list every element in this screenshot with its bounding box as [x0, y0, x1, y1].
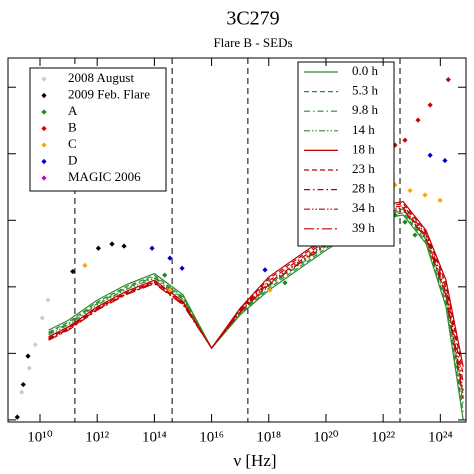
data-point	[149, 245, 155, 251]
data-point	[179, 265, 185, 271]
x-tick-label: 10¹⁸	[256, 429, 281, 445]
data-point	[121, 243, 127, 249]
data-point	[20, 381, 26, 388]
x-tick-label: 10²⁴	[428, 429, 453, 445]
model-line	[48, 206, 464, 391]
x-tick-label: 10¹⁶	[199, 429, 224, 445]
model-line	[48, 208, 464, 399]
x-tick-label: 10²⁰	[313, 429, 339, 445]
chart-title: 3C279	[226, 8, 279, 30]
x-tick-label: 10¹²	[85, 429, 109, 445]
data-point	[167, 287, 173, 293]
data-point	[82, 262, 88, 268]
data-point	[412, 232, 418, 238]
legend-label: 2009 Feb. Flare	[68, 86, 150, 101]
data-point	[392, 182, 398, 188]
legend-label: 5.3 h	[352, 83, 379, 98]
data-point	[45, 297, 51, 303]
data-point	[109, 241, 115, 247]
legend-marker	[41, 92, 47, 99]
legend-marker	[41, 125, 47, 132]
data-point	[427, 152, 433, 158]
legend-label: 9.8 h	[352, 102, 379, 117]
legend-label: 18 h	[352, 141, 375, 156]
data-point	[95, 245, 101, 251]
legend-marker	[41, 175, 47, 181]
legend-marker	[41, 158, 47, 165]
data-point	[427, 102, 433, 108]
model-line	[48, 202, 464, 375]
model-line	[48, 212, 464, 412]
chart-subtitle: Flare B - SEDs	[213, 35, 292, 50]
legend-box	[29, 67, 167, 192]
data-point	[415, 117, 421, 123]
data-point	[167, 255, 173, 261]
data-point	[25, 353, 31, 359]
legend-label: 39 h	[352, 220, 375, 235]
data-point	[402, 219, 408, 225]
data-point	[437, 197, 443, 203]
legend-label: C	[68, 136, 77, 151]
data-point	[442, 157, 448, 164]
legend-box	[297, 61, 395, 247]
data-point	[70, 268, 76, 275]
model-line	[48, 214, 464, 420]
data-point	[392, 142, 398, 148]
x-tick-label: 10¹⁴	[142, 429, 167, 445]
data-point	[407, 187, 413, 194]
legend-marker	[41, 142, 47, 148]
legend-marker	[41, 109, 47, 115]
legend-label: MAGIC 2006	[68, 169, 141, 184]
data-point	[392, 212, 398, 218]
data-point	[402, 137, 408, 143]
data-point	[26, 365, 32, 371]
model-line	[48, 205, 464, 383]
data-point	[39, 315, 45, 321]
data-point	[19, 389, 25, 395]
legend-marker	[41, 76, 47, 82]
model-line	[48, 210, 464, 404]
x-tick-label: 10¹⁰	[27, 429, 53, 445]
data-point	[14, 414, 20, 420]
legend-label: 34 h	[352, 200, 375, 215]
legend-models: 0.0 h 5.3 h 9.8 h 14 h 18 h 23 h 28 h 34 h 39 h	[297, 61, 395, 247]
data-point	[32, 342, 38, 348]
data-point	[267, 287, 273, 293]
data-point	[162, 272, 168, 278]
plot-frame	[7, 57, 467, 423]
legend-label: B	[68, 119, 77, 134]
legend-label: 14 h	[352, 122, 375, 137]
data-point	[262, 267, 268, 273]
legend-label: 23 h	[352, 161, 375, 176]
data-point	[422, 192, 428, 198]
plot-area	[14, 58, 464, 422]
data-point	[445, 77, 451, 83]
model-line	[48, 200, 464, 367]
x-tick-label: 10²²	[371, 429, 395, 445]
legend-label: A	[68, 103, 78, 118]
legend-label: D	[68, 152, 77, 167]
legend-label: 28 h	[352, 181, 375, 196]
data-point	[282, 280, 288, 286]
x-axis-label: ν [Hz]	[233, 451, 276, 470]
legend-label: 0.0 h	[352, 63, 379, 78]
legend-label: 2008 August	[68, 70, 134, 85]
